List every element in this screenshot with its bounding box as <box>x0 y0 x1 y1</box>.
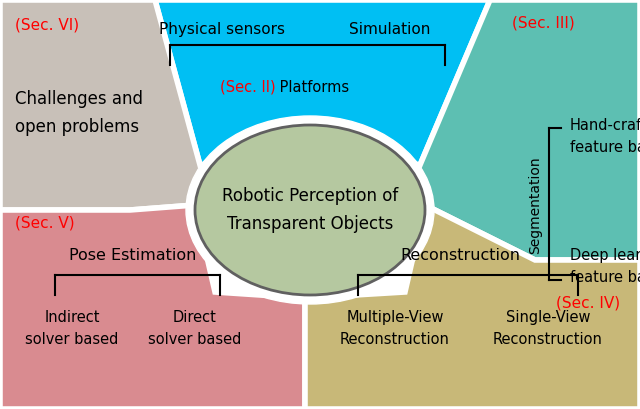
Text: Direct: Direct <box>173 310 217 325</box>
Polygon shape <box>155 0 490 165</box>
Text: (Sec. II): (Sec. II) <box>220 80 276 95</box>
Text: Deep learning: Deep learning <box>570 248 640 263</box>
Text: Robotic Perception of: Robotic Perception of <box>222 187 398 205</box>
Text: Hand-crafted: Hand-crafted <box>570 118 640 133</box>
Text: Reconstruction: Reconstruction <box>493 332 603 347</box>
Text: Transparent Objects: Transparent Objects <box>227 215 393 233</box>
Text: Segmentation: Segmentation <box>528 156 542 254</box>
Text: Reconstruction: Reconstruction <box>340 332 450 347</box>
Text: Pose Estimation: Pose Estimation <box>69 248 196 263</box>
Text: Single-View: Single-View <box>506 310 590 325</box>
Text: Physical sensors: Physical sensors <box>159 22 285 37</box>
Text: open problems: open problems <box>15 118 139 136</box>
Polygon shape <box>305 205 640 409</box>
Text: (Sec. IV): (Sec. IV) <box>556 295 620 310</box>
Text: Challenges and: Challenges and <box>15 90 143 108</box>
Text: Platforms: Platforms <box>275 80 349 95</box>
Text: Simulation: Simulation <box>349 22 431 37</box>
Text: Multiple-View: Multiple-View <box>346 310 444 325</box>
Polygon shape <box>0 0 305 210</box>
Ellipse shape <box>195 125 425 295</box>
Polygon shape <box>315 0 640 260</box>
Polygon shape <box>0 205 305 409</box>
Text: solver based: solver based <box>148 332 242 347</box>
Ellipse shape <box>186 116 434 304</box>
Text: feature based: feature based <box>570 270 640 285</box>
Text: solver based: solver based <box>26 332 118 347</box>
Text: feature based: feature based <box>570 140 640 155</box>
Text: (Sec. III): (Sec. III) <box>512 15 575 30</box>
Text: Indirect: Indirect <box>44 310 100 325</box>
Text: (Sec. V): (Sec. V) <box>15 215 75 230</box>
Text: Reconstruction: Reconstruction <box>400 248 520 263</box>
Text: (Sec. VI): (Sec. VI) <box>15 18 79 33</box>
